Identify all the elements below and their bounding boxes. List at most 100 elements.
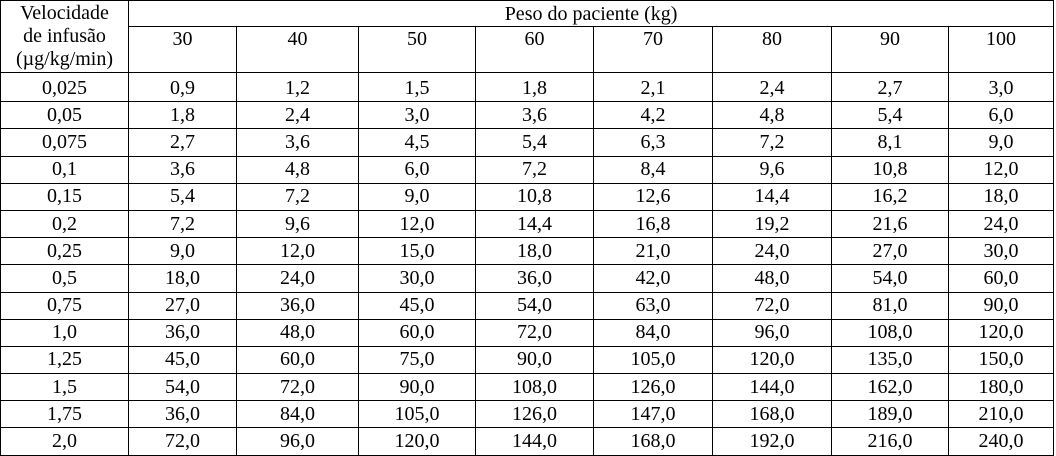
dose-value-cell: 9,6 [236, 209, 359, 239]
table-row: 0,075 2,7 3,6 4,5 5,4 6,3 7,2 8,1 9,0 [0, 128, 1055, 157]
dose-value-cell: 3,6 [128, 155, 237, 184]
dose-value-cell: 4,2 [593, 101, 713, 130]
dose-value-cell: 144,0 [712, 373, 832, 402]
dose-value-cell: 84,0 [593, 318, 713, 347]
dose-value-cell: 72,0 [128, 427, 237, 456]
infusion-rate-cell: 1,5 [0, 373, 129, 402]
dose-value-cell: 162,0 [831, 373, 949, 402]
infusion-rate-header-line-1: Velocidade [20, 2, 109, 24]
dose-value-cell: 72,0 [236, 373, 359, 402]
dose-value-cell: 2,4 [712, 71, 832, 103]
dose-value-cell: 6,3 [593, 128, 713, 157]
dose-value-cell: 30,0 [947, 237, 1055, 266]
dose-value-cell: 9,0 [947, 128, 1055, 157]
dose-value-cell: 168,0 [712, 400, 832, 429]
dose-value-cell: 105,0 [358, 400, 476, 429]
dose-value-cell: 3,0 [947, 71, 1055, 103]
dose-value-cell: 216,0 [831, 427, 949, 456]
dose-value-cell: 120,0 [947, 318, 1055, 347]
dose-value-cell: 9,0 [358, 182, 476, 211]
infusion-rate-header-line-3: (µg/kg/min) [15, 48, 114, 70]
dose-value-cell: 21,0 [593, 237, 713, 266]
dose-value-cell: 147,0 [593, 400, 713, 429]
dose-value-cell: 18,0 [475, 237, 594, 266]
dose-value-cell: 90,0 [475, 345, 594, 375]
infusion-rate-cell: 0,25 [0, 237, 129, 266]
dose-value-cell: 72,0 [475, 318, 594, 347]
dose-value-cell: 75,0 [358, 345, 476, 375]
weight-column-header: 40 [236, 26, 359, 73]
dose-value-cell: 10,8 [831, 155, 949, 184]
dose-value-cell: 48,0 [712, 264, 832, 293]
weight-column-header: 50 [358, 26, 476, 73]
table-row: 1,0 36,0 48,0 60,0 72,0 84,0 96,0 108,0 120,0 [0, 318, 1055, 347]
infusion-rate-cell: 0,025 [0, 71, 129, 103]
dose-value-cell: 36,0 [236, 291, 359, 320]
dose-value-cell: 2,7 [128, 128, 237, 157]
dose-value-cell: 6,0 [358, 155, 476, 184]
weight-column-header: 80 [712, 26, 832, 73]
dose-value-cell: 180,0 [947, 373, 1055, 402]
dose-value-cell: 7,2 [475, 155, 594, 184]
dose-value-cell: 18,0 [947, 182, 1055, 211]
dose-value-cell: 7,2 [128, 209, 237, 239]
dose-value-cell: 120,0 [358, 427, 476, 456]
dose-value-cell: 81,0 [831, 291, 949, 320]
infusion-rate-cell: 1,0 [0, 318, 129, 347]
dose-value-cell: 6,0 [947, 101, 1055, 130]
dose-value-cell: 105,0 [593, 345, 713, 375]
dose-value-cell: 42,0 [593, 264, 713, 293]
dose-value-cell: 0,9 [128, 71, 237, 103]
weight-column-header: 100 [947, 26, 1055, 73]
dose-value-cell: 3,6 [475, 101, 594, 130]
dose-value-cell: 12,0 [358, 209, 476, 239]
dose-value-cell: 36,0 [128, 400, 237, 429]
infusion-rate-cell: 1,75 [0, 400, 129, 429]
dose-value-cell: 27,0 [128, 291, 237, 320]
dose-value-cell: 60,0 [236, 345, 359, 375]
dose-value-cell: 54,0 [128, 373, 237, 402]
dose-value-cell: 14,4 [475, 209, 594, 239]
dose-value-cell: 84,0 [236, 400, 359, 429]
patient-weight-header: Peso do paciente (kg) [127, 0, 1055, 27]
dose-value-cell: 60,0 [947, 264, 1055, 293]
table-row: 0,2 7,2 9,6 12,0 14,4 16,8 19,2 21,6 24,0 [0, 209, 1055, 239]
table-row: 0,05 1,8 2,4 3,0 3,6 4,2 4,8 5,4 6,0 [0, 101, 1055, 130]
dose-value-cell: 108,0 [831, 318, 949, 347]
dose-value-cell: 3,0 [358, 101, 476, 130]
dose-value-cell: 90,0 [358, 373, 476, 402]
dose-value-cell: 27,0 [831, 237, 949, 266]
dose-value-cell: 1,2 [236, 71, 359, 103]
infusion-rate-cell: 0,2 [0, 209, 129, 239]
dose-value-cell: 192,0 [712, 427, 832, 456]
dose-value-cell: 63,0 [593, 291, 713, 320]
weight-column-header: 90 [831, 26, 949, 73]
dose-value-cell: 5,4 [128, 182, 237, 211]
dose-value-cell: 10,8 [475, 182, 594, 211]
dose-value-cell: 9,6 [712, 155, 832, 184]
dose-value-cell: 60,0 [358, 318, 476, 347]
table-row: 0,15 5,4 7,2 9,0 10,8 12,6 14,4 16,2 18,0 [0, 182, 1055, 211]
dose-value-cell: 4,8 [236, 155, 359, 184]
dose-value-cell: 18,0 [128, 264, 237, 293]
dose-value-cell: 189,0 [831, 400, 949, 429]
dose-value-cell: 24,0 [947, 209, 1055, 239]
dose-value-cell: 7,2 [236, 182, 359, 211]
dose-value-cell: 7,2 [712, 128, 832, 157]
dose-value-cell: 1,8 [475, 71, 594, 103]
dose-value-cell: 2,4 [236, 101, 359, 130]
table-row: 0,25 9,0 12,0 15,0 18,0 21,0 24,0 27,0 30,0 [0, 237, 1055, 266]
dose-value-cell: 2,7 [831, 71, 949, 103]
dose-value-cell: 4,5 [358, 128, 476, 157]
dose-value-cell: 90,0 [947, 291, 1055, 320]
weight-column-header: 60 [475, 26, 594, 73]
dose-value-cell: 12,6 [593, 182, 713, 211]
infusion-rate-cell: 2,0 [0, 427, 129, 456]
dose-value-cell: 21,6 [831, 209, 949, 239]
dose-value-cell: 48,0 [236, 318, 359, 347]
dose-value-cell: 30,0 [358, 264, 476, 293]
dose-value-cell: 126,0 [475, 400, 594, 429]
dose-value-cell: 14,4 [712, 182, 832, 211]
infusion-rate-header-line-2: de infusão [23, 25, 106, 47]
dose-value-cell: 240,0 [947, 427, 1055, 456]
